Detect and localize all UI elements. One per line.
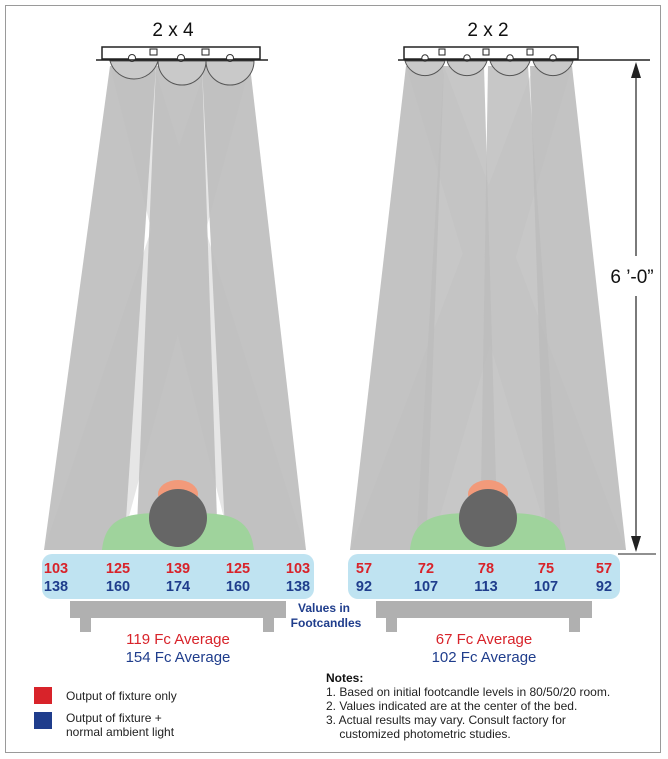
right-beam-3 [480, 66, 562, 550]
left-title: 2 x 4 [152, 20, 194, 41]
center-label-line1: Values in [298, 601, 350, 615]
left-red-value: 125 [226, 561, 250, 577]
left-values-tray [42, 554, 314, 599]
height-dimension: 6 ’-0” [610, 59, 656, 555]
left-beam-2 [136, 66, 218, 550]
right-red-value: 57 [596, 561, 612, 577]
right-values-tray [348, 554, 620, 599]
left-blue-value: 174 [166, 579, 190, 595]
right-bed [376, 601, 592, 618]
left-beam-3 [202, 66, 306, 550]
right-blue-value: 107 [414, 579, 438, 595]
right-beam-4 [530, 66, 626, 550]
left-red-value: 139 [166, 561, 190, 577]
legend-swatch-ambient [34, 712, 52, 729]
left-bed-leg [80, 618, 91, 632]
diagram-frame: 2 x 4 103 125 139 125 103 [5, 5, 661, 753]
right-blue-value: 113 [474, 579, 497, 595]
left-red-value: 103 [44, 561, 68, 577]
right-blue-value: 92 [356, 579, 372, 595]
right-lamp-1 [404, 60, 446, 77]
left-avg-red: 119 Fc Average [126, 631, 230, 648]
right-red-value: 75 [538, 561, 554, 577]
right-lamp-4 [532, 60, 574, 77]
right-beam-1 [350, 66, 444, 550]
left-blue-value: 138 [44, 579, 68, 595]
left-lamp-3 [205, 60, 255, 86]
right-red-values: 57 72 78 75 57 [356, 561, 612, 577]
left-red-value: 103 [286, 561, 310, 577]
note-item: 1. Based on initial footcandle levels in… [326, 685, 610, 699]
left-blue-values: 138 160 174 160 138 [44, 579, 310, 595]
legend-swatch-fixture-only [34, 687, 52, 704]
dimension-arrow-up [631, 62, 641, 78]
right-beam-2 [416, 66, 498, 550]
left-bed-leg [263, 618, 274, 632]
right-blue-values: 92 107 113 107 92 [356, 579, 612, 595]
legend: Output of fixture only Output of fixture… [34, 687, 177, 739]
left-avg-blue: 154 Fc Average [126, 649, 231, 666]
left-red-values: 103 125 139 125 103 [44, 561, 310, 577]
notes: Notes: 1. Based on initial footcandle le… [326, 671, 610, 741]
left-blue-value: 160 [106, 579, 130, 595]
legend-fixture-only-label: Output of fixture only [66, 689, 177, 703]
right-bed-leg [569, 618, 580, 632]
left-fixture-group: 2 x 4 103 125 139 125 103 [42, 20, 314, 666]
note-item: 3. Actual results may vary. Consult fact… [326, 713, 566, 727]
left-patient-head [149, 489, 207, 547]
right-title: 2 x 2 [467, 20, 508, 41]
right-patient-head [459, 489, 517, 547]
note-item: customized photometric studies. [326, 727, 511, 741]
legend-ambient-line2: normal ambient light [66, 725, 175, 739]
right-avg-red: 67 Fc Average [436, 631, 532, 648]
right-red-value: 57 [356, 561, 372, 577]
left-red-value: 125 [106, 561, 130, 577]
notes-heading: Notes: [326, 671, 363, 685]
left-bed [70, 601, 286, 618]
left-beam-1 [44, 66, 156, 550]
left-lamp-1 [109, 60, 159, 80]
right-red-value: 78 [478, 561, 494, 577]
note-item: 2. Values indicated are at the center of… [326, 699, 577, 713]
right-bed-leg [386, 618, 397, 632]
dimension-arrow-down [631, 536, 641, 552]
right-fixture-group: 2 x 2 57 72 78 75 57 [348, 20, 650, 666]
left-blue-value: 160 [226, 579, 250, 595]
photometric-diagram: 2 x 4 103 125 139 125 103 [34, 20, 656, 741]
right-lamp-2 [446, 60, 488, 77]
left-blue-value: 138 [286, 579, 310, 595]
right-blue-value: 92 [596, 579, 612, 595]
right-red-value: 72 [418, 561, 434, 577]
right-lamp-3 [489, 60, 531, 77]
right-avg-blue: 102 Fc Average [432, 649, 537, 666]
right-blue-value: 107 [534, 579, 558, 595]
center-label-line2: Footcandles [291, 616, 362, 630]
left-lamp-2 [157, 60, 207, 86]
dimension-label: 6 ’-0” [610, 267, 653, 288]
right-fixture-housing [403, 46, 579, 60]
legend-ambient-line1: Output of fixture + [66, 711, 162, 725]
